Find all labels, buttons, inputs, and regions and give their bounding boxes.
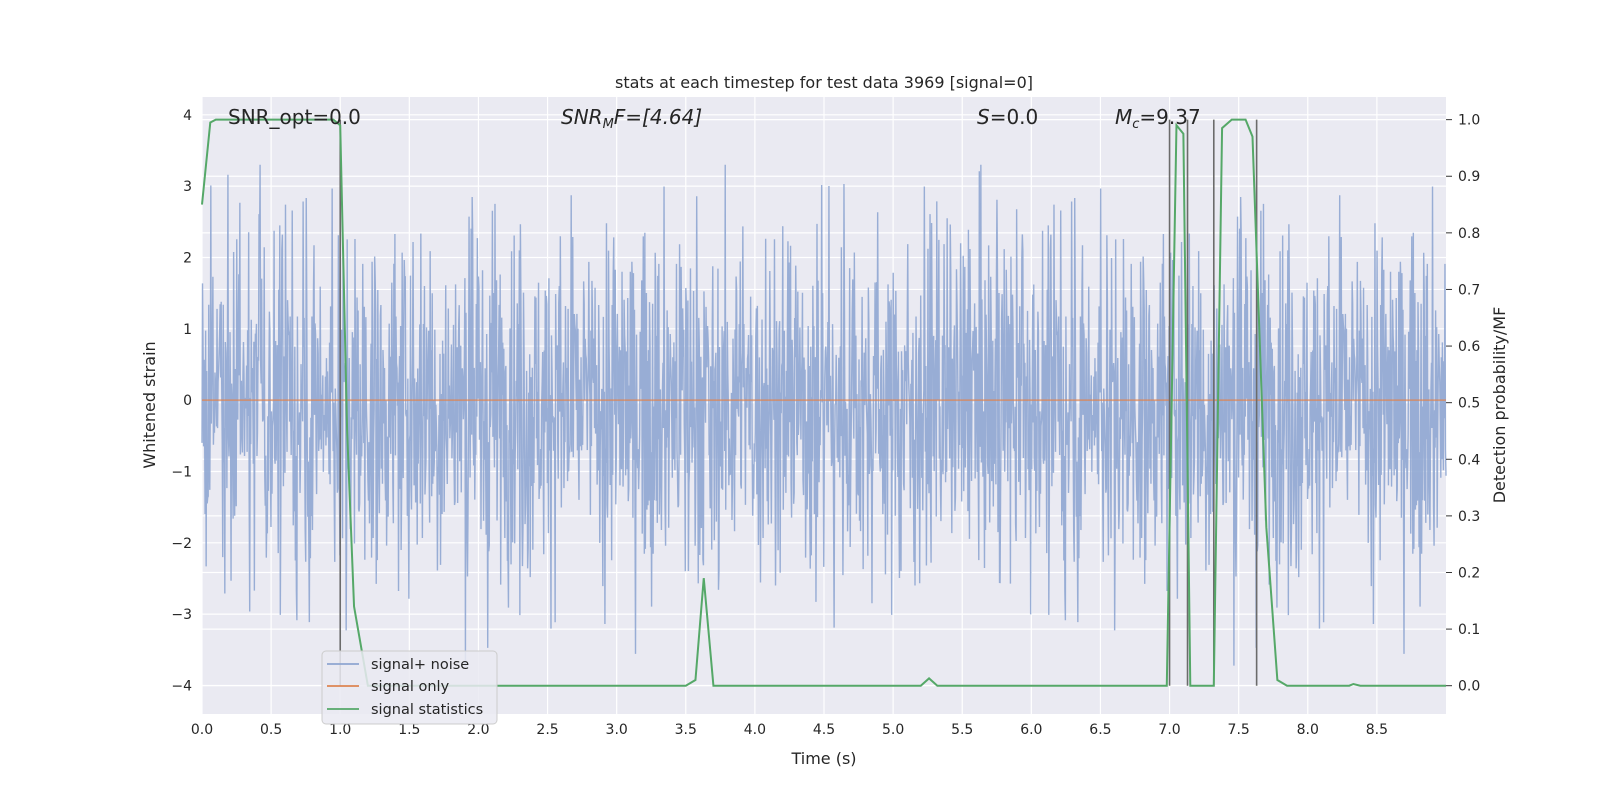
x-tick-label: 6.0 bbox=[1020, 722, 1042, 738]
y-tick-label: −1 bbox=[171, 464, 192, 480]
annotation-snr-mf: SNRMF=[4.64] bbox=[561, 105, 702, 132]
y-tick-label: 3 bbox=[183, 179, 192, 195]
y-tick-label: −3 bbox=[171, 607, 192, 623]
y-tick-label: −4 bbox=[171, 678, 192, 694]
y-right-tick-label: 0.5 bbox=[1458, 396, 1480, 412]
annotation-mc-main: M bbox=[1115, 105, 1132, 129]
x-tick-label: 7.0 bbox=[1158, 722, 1180, 738]
x-axis-ticks: 0.0 0.5 1.0 1.5 2.0 2.5 3.0 3.5 4.0 4.5 5.0 5.5 6.0 6… bbox=[191, 722, 1388, 738]
x-tick-label: 2.5 bbox=[536, 722, 558, 738]
y-right-tick-label: 1.0 bbox=[1458, 113, 1480, 129]
x-tick-label: 5.5 bbox=[951, 722, 973, 738]
y-right-tick-label: 0.2 bbox=[1458, 565, 1480, 581]
y-axis-ticks: 4 3 2 1 0 −1 −2 −3 −4 bbox=[171, 108, 192, 695]
y-tick-label: −2 bbox=[171, 536, 192, 552]
y-right-tick-label: 0.7 bbox=[1458, 282, 1480, 298]
y-right-tick-label: 0.6 bbox=[1458, 339, 1480, 355]
annotation-snr-mf-rest: F=[4.64] bbox=[614, 105, 702, 129]
annotation-snr-mf-main: SNR bbox=[561, 105, 603, 129]
annotation-s-main: S bbox=[977, 105, 990, 129]
y-tick-label: 4 bbox=[183, 108, 192, 124]
x-tick-label: 4.5 bbox=[813, 722, 835, 738]
x-tick-label: 0.5 bbox=[260, 722, 282, 738]
annotation-s-rest: =0.0 bbox=[990, 105, 1039, 129]
y-right-axis-ticks: 1.0 0.9 0.8 0.7 0.6 0.5 0.4 0.3 0.2 0.1 0.0 bbox=[1446, 113, 1480, 695]
y-axis-label: Whitened strain bbox=[140, 341, 159, 468]
x-tick-label: 6.5 bbox=[1089, 722, 1111, 738]
annotation-snr-mf-sub: M bbox=[603, 117, 614, 132]
y-tick-label: 2 bbox=[183, 250, 192, 266]
x-tick-label: 8.5 bbox=[1366, 722, 1388, 738]
legend-label-noise: signal+ noise bbox=[371, 657, 469, 673]
y-right-tick-label: 0.4 bbox=[1458, 452, 1480, 468]
annotation-snr-opt: SNR_opt=0.0 bbox=[228, 105, 361, 129]
series-signal-statistics bbox=[201, 118, 1446, 687]
series-signal-noise bbox=[201, 164, 1447, 666]
x-tick-label: 7.5 bbox=[1228, 722, 1250, 738]
y-right-tick-label: 0.8 bbox=[1458, 226, 1480, 242]
y-right-tick-label: 0.9 bbox=[1458, 169, 1480, 185]
noise-trace bbox=[201, 164, 1447, 666]
annotation-mc-sub: c bbox=[1132, 117, 1139, 132]
x-tick-label: 4.0 bbox=[744, 722, 766, 738]
x-tick-label: 3.5 bbox=[675, 722, 697, 738]
x-axis-label: Time (s) bbox=[790, 749, 856, 768]
y-tick-label: 0 bbox=[183, 393, 192, 409]
y-right-tick-label: 0.0 bbox=[1458, 679, 1480, 695]
annotation-s: S=0.0 bbox=[977, 105, 1038, 129]
y-right-tick-label: 0.3 bbox=[1458, 509, 1480, 525]
x-tick-label: 1.0 bbox=[329, 722, 351, 738]
legend-label-signal: signal only bbox=[371, 679, 450, 695]
x-tick-label: 2.0 bbox=[467, 722, 489, 738]
legend-label-stats: signal statistics bbox=[371, 702, 483, 718]
chart-title: stats at each timestep for test data 396… bbox=[615, 73, 1033, 92]
x-tick-label: 8.0 bbox=[1297, 722, 1319, 738]
legend: signal+ noise signal only signal statist… bbox=[321, 650, 498, 725]
legend-box bbox=[321, 650, 498, 725]
x-tick-label: 0.0 bbox=[191, 722, 213, 738]
y-right-axis-label: Detection probability/MF bbox=[1490, 307, 1509, 504]
signal-statistics-line bbox=[201, 118, 1446, 687]
y-tick-label: 1 bbox=[183, 322, 192, 338]
y-right-tick-label: 0.1 bbox=[1458, 622, 1480, 638]
x-tick-label: 5.0 bbox=[882, 722, 904, 738]
x-tick-label: 1.5 bbox=[398, 722, 420, 738]
annotation-mc: Mc=9.37 bbox=[1115, 105, 1201, 132]
annotation-mc-rest: =9.37 bbox=[1139, 105, 1200, 129]
x-tick-label: 3.0 bbox=[606, 722, 628, 738]
